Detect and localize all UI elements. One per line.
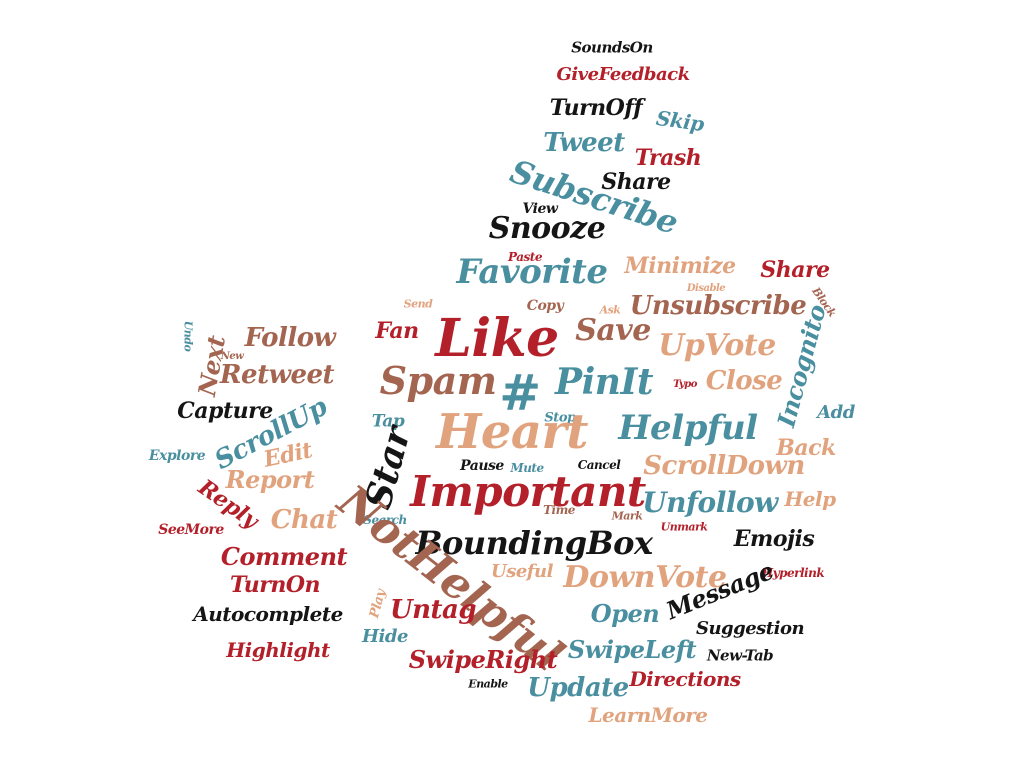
word-important: Important	[410, 467, 646, 516]
word-scrolldown: ScrollDown	[643, 451, 805, 481]
word-boundingbox: BoundingBox	[415, 524, 653, 562]
word-add: Add	[817, 402, 855, 423]
word-open: Open	[590, 599, 660, 628]
word-hash: #	[499, 363, 541, 422]
word-highlight: Highlight	[226, 638, 330, 662]
word-disable: Disable	[686, 283, 726, 294]
word-pause: Pause	[460, 458, 504, 474]
word-like: Like	[435, 308, 559, 369]
word-givefeedback: GiveFeedback	[556, 64, 690, 85]
word-suggestion: Suggestion	[695, 618, 805, 639]
word-stop: Stop	[544, 410, 576, 426]
word-capture: Capture	[177, 398, 273, 424]
word-retweet: Retweet	[219, 360, 335, 390]
word-cancel: Cancel	[577, 458, 621, 472]
word-help: Help	[784, 487, 836, 511]
word-pinit: PinIt	[555, 361, 653, 403]
word-useful: Useful	[491, 561, 553, 582]
word-helpful: Helpful	[618, 408, 758, 448]
word-play: Play	[367, 588, 389, 620]
word-share-top: Share	[601, 169, 671, 195]
word-learnmore: LearnMore	[588, 703, 708, 727]
word-spam: Spam	[379, 358, 497, 403]
word-untag: Untag	[389, 595, 477, 625]
word-copy: Copy	[526, 298, 564, 314]
word-emojis: Emojis	[733, 526, 815, 552]
word-view: View	[522, 201, 558, 217]
word-swipeleft: SwipeLeft	[567, 635, 697, 664]
word-chat: Chat	[270, 505, 338, 535]
word-explore: Explore	[148, 448, 206, 464]
word-directions: Directions	[629, 667, 741, 691]
word-soundson: SoundsOn	[571, 38, 653, 57]
word-close: Close	[705, 366, 783, 396]
word-favorite: Favorite	[456, 252, 608, 292]
word-report: Report	[225, 465, 315, 494]
word-turnon: TurnOn	[229, 572, 321, 598]
word-tweet: Tweet	[543, 128, 625, 158]
word-back: Back	[776, 435, 836, 461]
word-tap: Tap	[371, 411, 405, 432]
word-update: Update	[527, 673, 629, 703]
word-unsubscribe: Unsubscribe	[629, 291, 807, 321]
word-comment: Comment	[220, 542, 348, 571]
word-undo: Undo	[181, 320, 195, 352]
word-typo: Typo	[673, 379, 697, 390]
word-send: Send	[403, 297, 433, 311]
word-enable: Enable	[468, 677, 508, 691]
word-downvote: DownVote	[563, 560, 727, 595]
word-share-right: Share	[760, 257, 830, 283]
word-time: Time	[543, 503, 575, 517]
word-seemore: SeeMore	[158, 522, 224, 538]
word-minimize: Minimize	[624, 253, 736, 279]
word-save: Save	[575, 313, 651, 348]
word-fan: Fan	[375, 318, 419, 344]
word-search: Search	[363, 513, 407, 527]
word-mute: Mute	[510, 461, 544, 475]
word-ask: Ask	[599, 303, 621, 317]
word-mark: Mark	[611, 509, 643, 523]
word-turnoff: TurnOff	[549, 95, 643, 121]
word-hyperlink: Hyperlink	[761, 566, 825, 580]
word-unmark: Unmark	[660, 520, 708, 534]
word-new-tab: New-Tab	[706, 646, 774, 665]
word-unfollow: Unfollow	[642, 486, 778, 519]
word-skip: Skip	[654, 105, 706, 137]
word-paste: Paste	[508, 250, 542, 264]
word-snooze: Snooze	[488, 211, 606, 246]
word-hide: Hide	[362, 626, 408, 647]
word-upvote: UpVote	[658, 328, 776, 363]
word-heart: Heart	[436, 404, 588, 460]
word-new: New	[220, 351, 244, 362]
word-trash: Trash	[634, 145, 702, 171]
word-follow: Follow	[244, 323, 336, 353]
word-autocomplete: Autocomplete	[193, 602, 343, 626]
word-swiperight: SwipeRight	[408, 645, 558, 674]
